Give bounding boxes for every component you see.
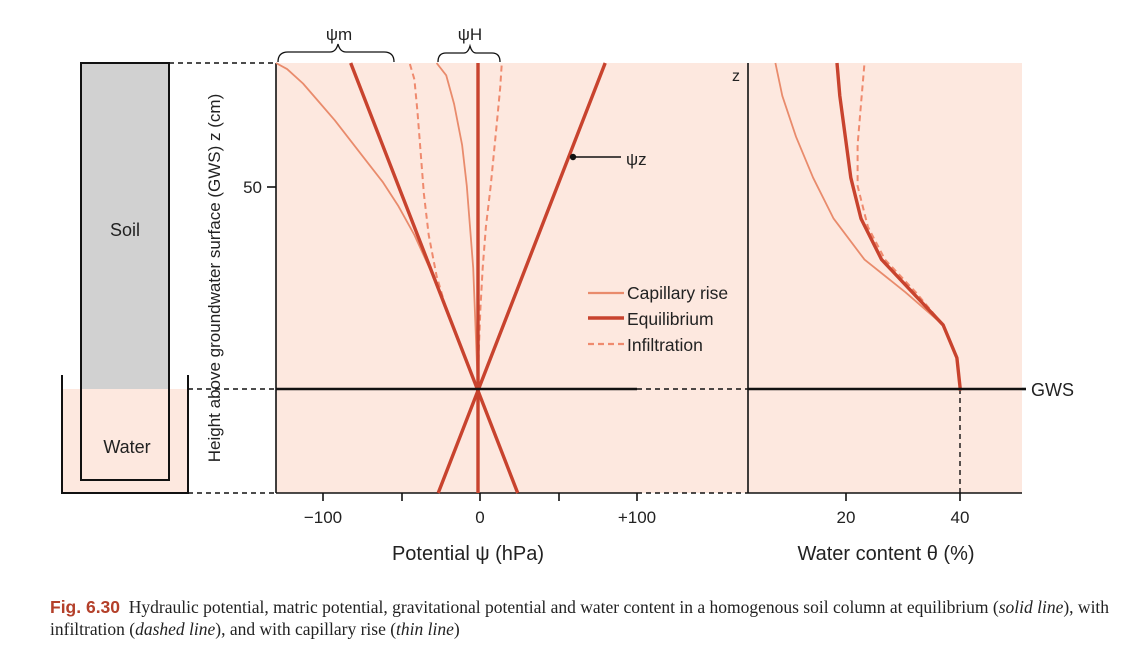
z-axis-label: z <box>732 68 740 85</box>
potential-plot-background <box>276 63 748 493</box>
equilibrium-theta-line <box>835 62 963 391</box>
legend-label-capillary: Capillary rise <box>627 283 728 303</box>
legend-label-infiltration: Infiltration <box>627 335 703 355</box>
y-tick-label-50: 50 <box>243 178 262 197</box>
soil-column: Soil Water <box>61 62 189 494</box>
x-tick-label-0: 0 <box>475 508 484 527</box>
psi-z-annotation: ψz <box>569 150 647 169</box>
capillary-rise-psi-h-line <box>435 62 479 391</box>
caption-italic-solid: solid line <box>998 597 1064 617</box>
caption-text-4: ) <box>453 619 460 639</box>
soil-label: Soil <box>110 220 140 240</box>
caption-italic-thin: thin line <box>396 619 454 639</box>
x-tick-label-20: 20 <box>837 508 856 527</box>
y-axis: 50 Height above groundwater surface (GWS… <box>205 63 277 493</box>
caption-text-3: ), and with capillary rise ( <box>215 619 397 639</box>
water-container <box>61 375 189 494</box>
caption-text-2: ), with infiltration ( <box>50 597 1110 639</box>
psi-m-brace-path <box>277 43 395 63</box>
psi-h-label: ψH <box>458 25 482 44</box>
caption-text-1: Hydraulic potential, matric potential, g… <box>128 597 999 617</box>
x-axis-water: 20 40 Water content θ (%) <box>747 63 1022 565</box>
water-label: Water <box>103 437 150 457</box>
x-tick-label-40: 40 <box>951 508 970 527</box>
x-tick-label-100: +100 <box>618 508 656 527</box>
soil-column-outline <box>80 62 170 481</box>
caption-italic-dashed: dashed line <box>135 619 216 639</box>
water-content-series <box>774 62 963 391</box>
psi-m-brace: ψm <box>277 25 395 63</box>
x-axis-title-water: Water content θ (%) <box>797 543 974 565</box>
psi-h-brace: ψH <box>437 25 501 63</box>
psi-z-label: ψz <box>626 150 647 169</box>
psi-h-brace-path <box>437 43 501 63</box>
x-tick-label-minus100: −100 <box>304 508 342 527</box>
figure-canvas: Soil Water 50 Height above groundwater s… <box>61 25 1074 565</box>
equilibrium-psi-m-line <box>349 62 520 494</box>
x-axis-potential: −100 0 +100 Potential ψ (hPa) <box>276 492 656 565</box>
figure-caption: Fig. 6.30 Hydraulic potential, matric po… <box>50 596 1110 640</box>
psi-m-label: ψm <box>326 25 352 44</box>
gws-label: GWS <box>1031 380 1074 400</box>
legend-label-equilibrium: Equilibrium <box>627 309 714 329</box>
water-plot-background <box>748 63 1022 493</box>
x-axis-title-potential: Potential ψ (hPa) <box>392 543 544 565</box>
equilibrium-psi-z-line <box>436 62 607 494</box>
y-axis-title: Height above groundwater surface (GWS) z… <box>205 94 224 462</box>
caption-figure-label: Fig. 6.30 <box>50 597 121 617</box>
legend: Capillary rise Equilibrium Infiltration <box>583 280 745 360</box>
soil-fill <box>81 63 169 389</box>
potential-series <box>275 62 607 494</box>
water-fill <box>62 389 188 493</box>
